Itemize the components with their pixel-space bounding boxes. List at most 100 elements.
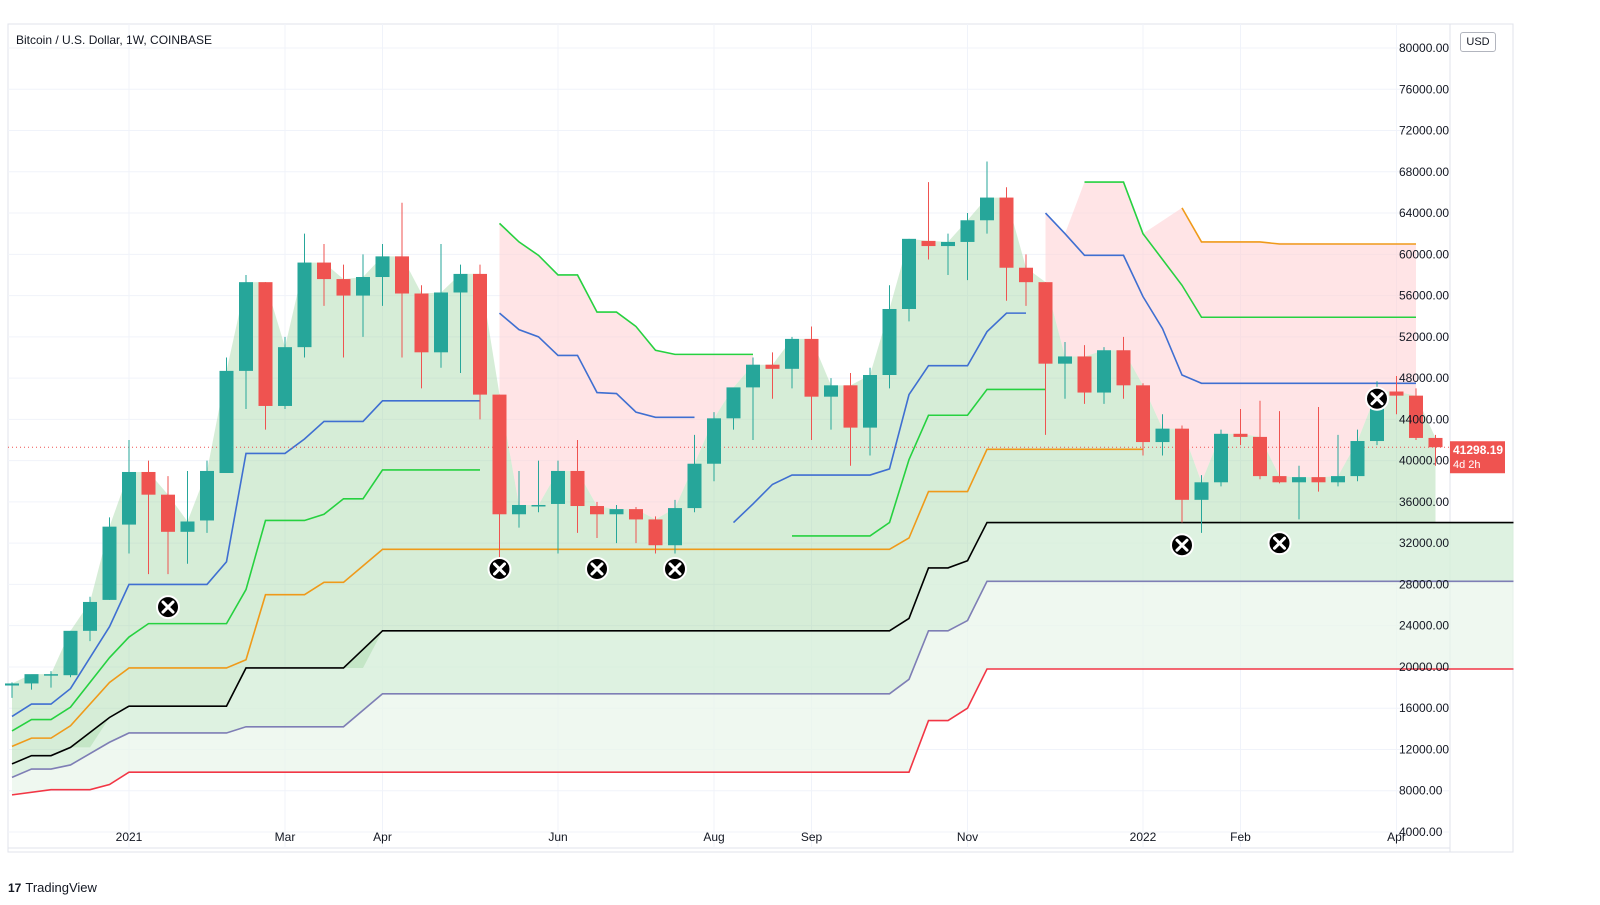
y-tick-label: 52000.00 bbox=[1399, 330, 1449, 344]
fill-band bbox=[12, 522, 1514, 778]
candle-body bbox=[44, 674, 58, 676]
candle bbox=[648, 516, 663, 554]
candle-body bbox=[1077, 356, 1092, 393]
resistance-zone bbox=[1045, 182, 1416, 483]
y-tick-label: 16000.00 bbox=[1399, 701, 1449, 715]
level-line-orange bbox=[11, 448, 1143, 748]
candle-body bbox=[278, 347, 292, 406]
candle bbox=[141, 460, 156, 575]
candle bbox=[1155, 414, 1170, 456]
candle-body bbox=[24, 674, 39, 684]
candle-body bbox=[122, 471, 136, 525]
candle-body bbox=[1155, 428, 1170, 443]
candle-body bbox=[200, 470, 214, 521]
candle bbox=[5, 682, 19, 698]
candle bbox=[44, 671, 58, 688]
candle-body bbox=[902, 238, 916, 309]
level-line-blue bbox=[498, 312, 695, 419]
candle bbox=[1175, 425, 1189, 523]
candle-body bbox=[434, 292, 448, 353]
candle-body bbox=[1136, 385, 1150, 443]
level-line-green bbox=[498, 222, 753, 356]
x-tick-label: Apr bbox=[1387, 830, 1406, 844]
candle bbox=[83, 596, 97, 642]
candle-body bbox=[1253, 436, 1267, 477]
candle-body bbox=[102, 526, 117, 600]
signal-marker bbox=[156, 595, 180, 620]
candle-body bbox=[1311, 477, 1326, 483]
price-area bbox=[12, 197, 1436, 764]
resistance-zone bbox=[499, 223, 753, 520]
candle bbox=[863, 367, 877, 456]
candle-body bbox=[492, 394, 507, 515]
candle-body bbox=[609, 509, 624, 515]
price-tag-box bbox=[1450, 441, 1505, 474]
candle-body bbox=[1058, 356, 1072, 364]
marker-x-icon bbox=[161, 600, 175, 614]
candle bbox=[512, 470, 526, 528]
fill-band bbox=[12, 581, 1514, 795]
candle-body bbox=[512, 504, 526, 515]
candle-body bbox=[161, 494, 175, 532]
tradingview-logo[interactable]: 17 TradingView bbox=[8, 880, 97, 895]
candle-body bbox=[453, 273, 468, 293]
price-axis[interactable]: 80000.00 76000.00 72000.00 68000.00 64000.00… bbox=[1399, 41, 1449, 839]
signal-marker bbox=[487, 556, 512, 581]
currency-badge[interactable]: USD bbox=[1460, 32, 1496, 52]
y-tick-label: 68000.00 bbox=[1399, 165, 1449, 179]
candle bbox=[473, 264, 487, 420]
candle bbox=[453, 264, 468, 373]
level-line-red bbox=[11, 668, 1514, 796]
candle-body bbox=[843, 385, 858, 428]
current-price-tag: 41298.19 4d 2h bbox=[1450, 441, 1505, 474]
signal-marker bbox=[1267, 531, 1292, 556]
candle bbox=[1253, 400, 1267, 480]
time-axis[interactable]: 2021 Mar Apr Jun Aug Sep Nov 2022 Feb Apr bbox=[116, 830, 1406, 844]
candle bbox=[726, 387, 741, 430]
level-line-blue bbox=[11, 399, 480, 718]
y-tick-label: 56000.00 bbox=[1399, 289, 1449, 303]
y-tick-label: 60000.00 bbox=[1399, 247, 1449, 261]
level-line-green bbox=[11, 469, 480, 732]
candle-body bbox=[941, 241, 955, 247]
signal-markers bbox=[156, 386, 1389, 620]
candle bbox=[395, 202, 409, 358]
candle-body bbox=[648, 519, 663, 546]
level-lines bbox=[8, 181, 1514, 796]
candle bbox=[434, 244, 448, 368]
candle bbox=[336, 264, 351, 358]
candle-body bbox=[804, 338, 819, 397]
candle bbox=[200, 460, 214, 533]
candle-body bbox=[83, 601, 97, 631]
candle-body bbox=[1409, 395, 1423, 438]
candle bbox=[999, 187, 1014, 301]
candle bbox=[902, 238, 916, 322]
candle bbox=[161, 476, 175, 575]
y-tick-label: 24000.00 bbox=[1399, 619, 1449, 633]
candle bbox=[1116, 336, 1131, 399]
y-tick-label: 44000.00 bbox=[1399, 412, 1449, 426]
signal-marker bbox=[663, 556, 687, 581]
marker-x-icon bbox=[1175, 538, 1189, 552]
candle-body bbox=[921, 240, 936, 247]
x-tick-label: Aug bbox=[703, 830, 724, 844]
x-tick-label: 2022 bbox=[1130, 830, 1157, 844]
tradingview-mark-icon: 17 bbox=[8, 881, 22, 895]
x-tick-label: Jun bbox=[548, 830, 567, 844]
candle-body bbox=[1233, 433, 1248, 437]
level-line-green bbox=[1084, 181, 1416, 319]
candle bbox=[1350, 429, 1365, 482]
candle-body bbox=[1097, 350, 1111, 393]
candle bbox=[356, 254, 370, 337]
marker-x-icon bbox=[493, 562, 506, 576]
candle-body bbox=[668, 508, 682, 546]
fill-zones bbox=[12, 182, 1514, 795]
x-tick-label: Apr bbox=[373, 830, 392, 844]
candle bbox=[122, 440, 136, 554]
candle-body bbox=[1331, 476, 1345, 483]
candle bbox=[1136, 383, 1150, 456]
candle bbox=[843, 372, 858, 466]
candle bbox=[882, 285, 897, 389]
candle bbox=[414, 285, 429, 389]
